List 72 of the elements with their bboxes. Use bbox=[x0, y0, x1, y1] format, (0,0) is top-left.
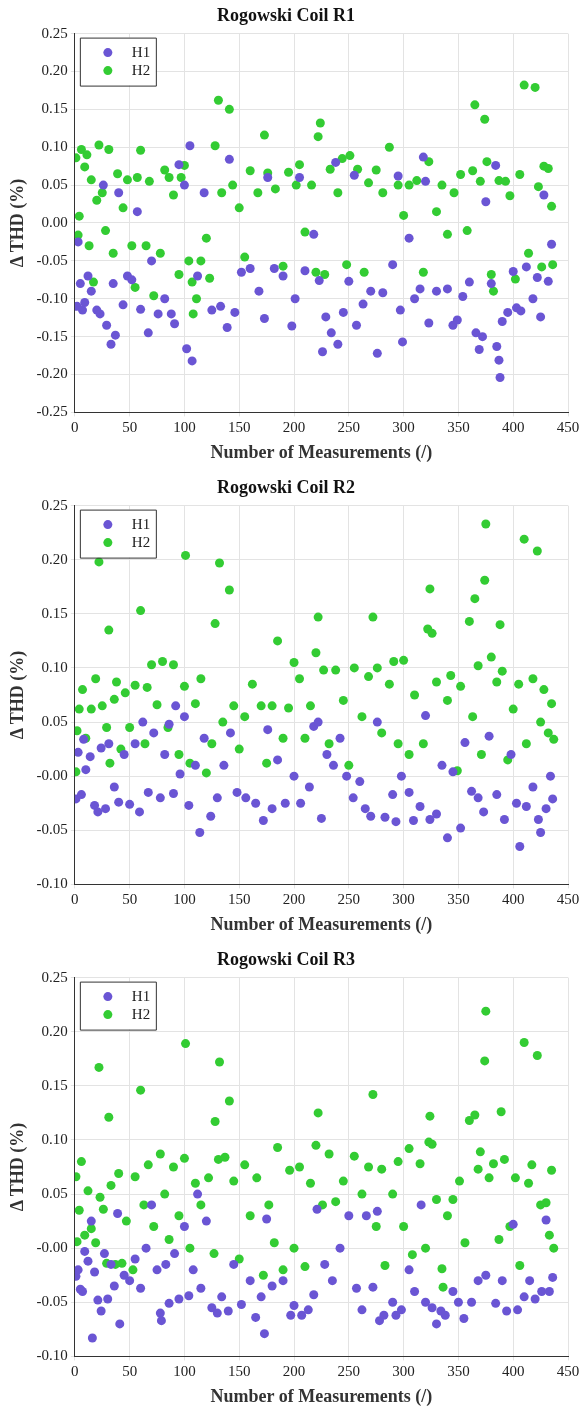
y-tick-label: -0.00 bbox=[36, 1239, 68, 1256]
y-tick-label: 0.15 bbox=[41, 100, 68, 117]
y-axis-title: Δ THD (%) bbox=[7, 650, 29, 740]
x-tick-label: 400 bbox=[501, 1363, 525, 1380]
x-tick-label: 150 bbox=[227, 891, 251, 908]
legend-label: H1 bbox=[131, 43, 151, 60]
y-tick-label: 0.20 bbox=[41, 62, 68, 79]
y-tick-label: 0.05 bbox=[41, 1184, 68, 1201]
y-tick-label: -0.05 bbox=[36, 821, 68, 838]
chart-title: Rogowski Coil R2 bbox=[216, 477, 356, 498]
y-tick-label: 0.20 bbox=[41, 1022, 68, 1039]
y-tick-label: -0.10 bbox=[36, 289, 68, 306]
x-tick-label: 50 bbox=[122, 1363, 138, 1380]
y-tick-label: 0.05 bbox=[41, 176, 68, 193]
y-tick-label: 0.25 bbox=[41, 968, 68, 985]
y-tick-label: -0.20 bbox=[36, 365, 68, 382]
x-tick-label: 0 bbox=[71, 1363, 79, 1380]
x-tick-label: 100 bbox=[173, 891, 196, 908]
x-axis-title: Number of Measurements (/) bbox=[210, 1385, 433, 1407]
legend-label: H1 bbox=[131, 987, 151, 1004]
y-tick-label: 0.10 bbox=[41, 138, 68, 155]
x-tick-label: 50 bbox=[122, 419, 138, 436]
x-tick-label: 200 bbox=[282, 891, 306, 908]
y-tick-label: 0.20 bbox=[41, 550, 68, 567]
y-axis-title: Δ THD (%) bbox=[7, 1122, 29, 1212]
x-tick-label: 50 bbox=[122, 891, 138, 908]
x-tick-label: 100 bbox=[173, 1363, 196, 1380]
y-tick-label: -0.10 bbox=[36, 1347, 68, 1364]
x-tick-label: 450 bbox=[556, 891, 580, 908]
x-tick-label: 350 bbox=[447, 891, 470, 908]
y-tick-label: 0.00 bbox=[41, 213, 68, 230]
x-tick-label: 0 bbox=[71, 419, 79, 436]
y-tick-label: -0.05 bbox=[36, 1293, 68, 1310]
legend-label: H2 bbox=[131, 61, 151, 78]
x-tick-label: 250 bbox=[337, 419, 361, 436]
x-tick-label: 300 bbox=[392, 891, 415, 908]
y-tick-label: 0.25 bbox=[41, 496, 68, 513]
x-tick-label: 250 bbox=[337, 1363, 361, 1380]
x-tick-label: 200 bbox=[282, 419, 306, 436]
x-tick-label: 300 bbox=[392, 1363, 415, 1380]
y-tick-label: 0.25 bbox=[41, 24, 68, 41]
x-tick-label: 400 bbox=[501, 891, 525, 908]
x-axis-title: Number of Measurements (/) bbox=[210, 441, 433, 463]
x-tick-label: 250 bbox=[337, 891, 361, 908]
y-tick-label: 0.10 bbox=[41, 658, 68, 675]
y-axis-title: Δ THD (%) bbox=[7, 178, 29, 268]
legend-label: H2 bbox=[131, 533, 151, 550]
y-tick-label: -0.00 bbox=[36, 767, 68, 784]
chart-title: Rogowski Coil R3 bbox=[216, 949, 356, 970]
y-tick-label: -0.10 bbox=[36, 875, 68, 892]
x-tick-label: 400 bbox=[501, 419, 525, 436]
x-tick-label: 350 bbox=[447, 419, 470, 436]
y-tick-label: -0.15 bbox=[36, 327, 68, 344]
x-tick-label: 200 bbox=[282, 1363, 306, 1380]
x-tick-label: 300 bbox=[392, 419, 415, 436]
y-tick-label: 0.15 bbox=[41, 604, 68, 621]
x-tick-label: 450 bbox=[556, 419, 580, 436]
legend-label: H2 bbox=[131, 1005, 151, 1022]
y-tick-label: -0.05 bbox=[36, 251, 68, 268]
x-tick-label: 350 bbox=[447, 1363, 470, 1380]
x-tick-label: 0 bbox=[71, 891, 79, 908]
x-tick-label: 100 bbox=[173, 419, 196, 436]
x-tick-label: 150 bbox=[227, 1363, 251, 1380]
y-tick-label: 0.10 bbox=[41, 1130, 68, 1147]
legend-label: H1 bbox=[131, 515, 151, 532]
x-tick-label: 150 bbox=[227, 419, 251, 436]
y-tick-label: 0.05 bbox=[41, 712, 68, 729]
x-axis-title: Number of Measurements (/) bbox=[210, 913, 433, 935]
y-tick-label: -0.25 bbox=[36, 403, 68, 420]
y-tick-label: 0.15 bbox=[41, 1076, 68, 1093]
chart-title: Rogowski Coil R1 bbox=[216, 5, 356, 26]
x-tick-label: 450 bbox=[556, 1363, 580, 1380]
